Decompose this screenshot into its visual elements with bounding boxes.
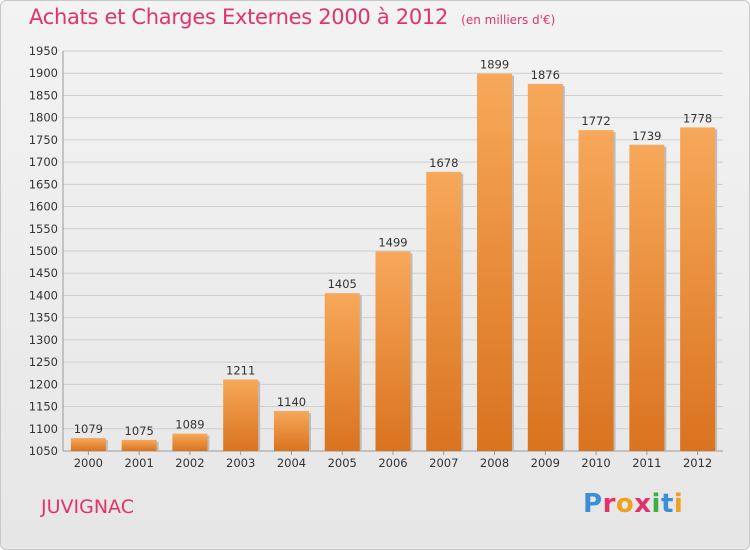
- x-tick-label: 2002: [175, 456, 204, 470]
- data-label: 1211: [226, 363, 255, 377]
- chart-title-text: Achats et Charges Externes 2000 à 2012: [29, 5, 449, 29]
- data-label: 1678: [429, 156, 458, 170]
- x-tick-label: 2009: [531, 456, 560, 470]
- logo-letter: x: [634, 489, 652, 519]
- data-label: 1405: [328, 277, 357, 291]
- data-label: 1079: [74, 422, 103, 436]
- data-label: 1499: [378, 235, 407, 249]
- y-tick-label: 1350: [29, 311, 58, 325]
- y-tick-label: 1900: [29, 66, 58, 80]
- x-tick-label: 2008: [480, 456, 509, 470]
- bar: [426, 171, 462, 451]
- y-tick-label: 1450: [29, 266, 58, 280]
- data-label: 1772: [581, 114, 610, 128]
- logo-letter: o: [615, 489, 635, 519]
- data-label: 1899: [480, 58, 509, 72]
- chart-unit-label: (en milliers d'€): [461, 13, 556, 27]
- x-tick-label: 2005: [328, 456, 357, 470]
- bar: [578, 130, 614, 451]
- data-label: 1876: [531, 68, 560, 82]
- logo-letter: P: [583, 489, 603, 519]
- data-label: 1140: [277, 395, 306, 409]
- y-tick-label: 1950: [29, 44, 58, 58]
- y-tick-label: 1600: [29, 200, 58, 214]
- bar: [172, 433, 208, 451]
- x-tick-label: 2007: [429, 456, 458, 470]
- y-tick-label: 1100: [29, 422, 58, 436]
- y-tick-label: 1850: [29, 88, 58, 102]
- data-label: 1089: [175, 418, 204, 432]
- x-tick-label: 2006: [378, 456, 407, 470]
- x-tick-label: 2004: [277, 456, 306, 470]
- y-tick-label: 1250: [29, 355, 58, 369]
- y-tick-label: 1750: [29, 133, 58, 147]
- bars: 1079 1075 1089 1211 1140 1405 1499 1678 1899 1876…: [70, 58, 718, 452]
- bar: [527, 83, 563, 451]
- data-label: 1739: [632, 129, 661, 143]
- y-tick-label: 1150: [29, 400, 58, 414]
- y-tick-label: 1300: [29, 333, 58, 347]
- y-tick-label: 1800: [29, 111, 58, 125]
- location-name: JUVIGNAC: [41, 496, 134, 518]
- data-label: 1778: [683, 111, 712, 125]
- bar: [477, 73, 513, 452]
- x-tick-label: 2012: [683, 456, 712, 470]
- logo-letter: i: [673, 489, 684, 519]
- logo-letter: i: [651, 489, 661, 519]
- x-tick-label: 2000: [74, 456, 103, 470]
- bar: [629, 144, 665, 451]
- proxiti-logo: Proxiti: [583, 489, 683, 519]
- x-tick-label: 2010: [581, 456, 610, 470]
- y-tick-label: 1200: [29, 377, 58, 391]
- bar: [324, 293, 360, 451]
- x-tick-label: 2011: [632, 456, 661, 470]
- bar: [121, 439, 157, 451]
- x-axis: 2000 2001 2002 2003 2004 2005 2006 2007 2008 2009…: [74, 451, 712, 470]
- y-tick-label: 1550: [29, 222, 58, 236]
- chart-title: Achats et Charges Externes 2000 à 2012 (…: [29, 5, 555, 29]
- logo-letter: r: [602, 489, 616, 519]
- x-tick-label: 2001: [125, 456, 154, 470]
- y-tick-label: 1500: [29, 244, 58, 258]
- bar: [680, 127, 716, 451]
- bar: [223, 379, 259, 451]
- y-tick-label: 1400: [29, 288, 58, 302]
- y-axis: 1050 1100 1150 1200 1250 1300 1350 1400 1450 1500…: [29, 44, 58, 458]
- logo-letter: t: [660, 489, 674, 519]
- bar: [273, 411, 309, 451]
- data-label: 1075: [125, 424, 154, 438]
- y-tick-label: 1650: [29, 177, 58, 191]
- bar: [375, 251, 411, 451]
- y-tick-label: 1050: [29, 444, 58, 458]
- y-tick-label: 1700: [29, 155, 58, 169]
- bar: [70, 438, 106, 451]
- x-tick-label: 2003: [226, 456, 255, 470]
